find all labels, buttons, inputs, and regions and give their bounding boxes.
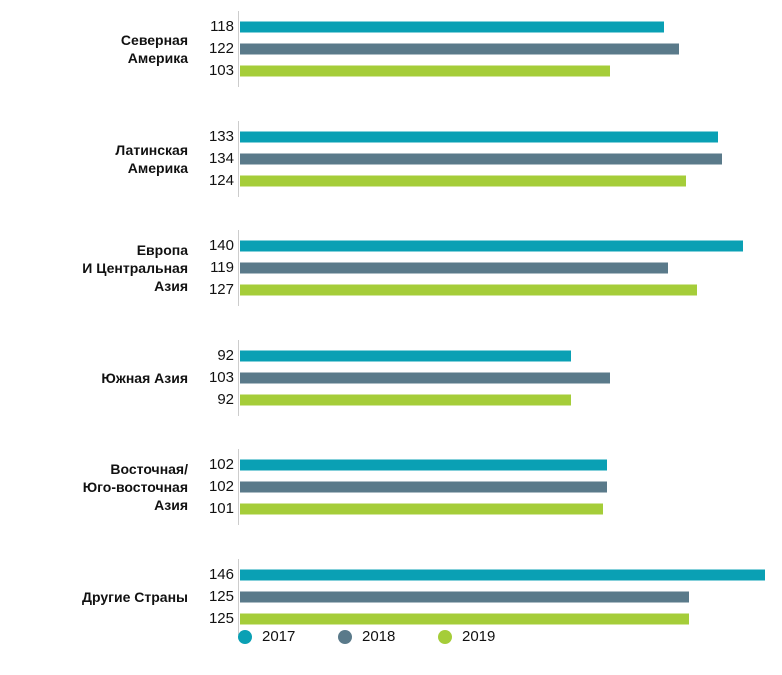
axis-line [238,11,239,87]
bar [240,262,668,274]
category-label: Другие Страны [82,589,188,605]
category-label: Восточная/ Юго-восточная Азия [82,461,188,514]
category-label: Северная Америка [120,32,188,66]
value-label: 140 [208,237,234,255]
bar [240,43,679,55]
value-label: 134 [208,149,234,167]
axis-line [238,120,239,197]
bar [240,394,571,406]
value-label: 124 [208,171,234,189]
legend-label: 2019 [462,628,496,645]
legend-label: 2017 [262,628,296,645]
value-label: 127 [208,281,234,299]
axis-line [238,449,239,526]
value-label: 146 [208,566,234,583]
bar [240,175,686,187]
bar [240,21,665,33]
category-label: Европа И Центральная Азия [82,242,188,295]
bar [240,613,690,625]
legend-label: 2018 [362,628,396,645]
bar [240,372,611,384]
axis-line [238,230,239,307]
value-label: 125 [208,588,234,605]
category-label: Латинская Америка [115,141,188,176]
bar [240,591,690,603]
bar [240,284,697,296]
value-label: 118 [210,18,234,35]
value-label: 119 [210,259,234,277]
value-label: 133 [208,127,234,145]
value-label: 103 [208,368,234,386]
value-label: 101 [208,500,234,518]
value-label: 125 [208,610,234,627]
value-label: 122 [208,40,234,57]
bar [240,569,765,581]
bar [240,481,607,493]
bar [240,503,604,515]
legend-swatch [338,630,352,644]
axis-line [238,339,239,416]
legend-swatch [238,630,252,644]
value-label: 102 [208,456,234,474]
legend-swatch [438,630,452,644]
bar [240,459,607,471]
value-label: 102 [208,478,234,496]
value-label: 92 [217,346,234,364]
bar [240,131,719,143]
bar [240,65,611,77]
axis-line [238,559,239,635]
bar [240,240,744,252]
bar [240,153,722,165]
category-label: Южная Азия [101,369,188,386]
value-label: 92 [217,390,234,408]
bar [240,350,571,362]
value-label: 103 [208,62,234,79]
